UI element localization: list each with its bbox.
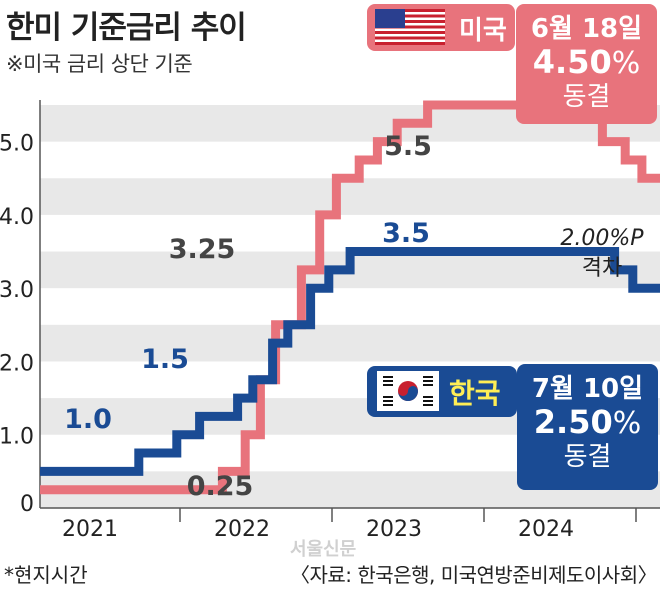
kr-annotation-1.5: 1.5: [141, 344, 189, 375]
us-rate-unit: %: [611, 46, 641, 81]
footnote: *현지시간: [4, 563, 88, 587]
kr-annotation-1.0: 1.0: [64, 404, 112, 435]
rate-gap-label: 격차: [581, 256, 623, 281]
y-tick-label: 3.0: [0, 278, 34, 303]
rate-gap-annotation: 2.00%P 격차: [548, 224, 656, 284]
rate-gap-value: 2.00%P: [560, 226, 644, 251]
y-tick-label: 2.0: [0, 351, 34, 376]
x-tick-label: 2021: [62, 517, 118, 542]
us-annotation-3.25: 3.25: [169, 234, 236, 265]
kr-flag-icon: [377, 371, 439, 411]
us-country-label: 미국: [459, 16, 507, 46]
us-rate-line: [40, 100, 660, 495]
publisher-watermark: 서울신문: [290, 539, 357, 560]
kr-annotation-3.5: 3.5: [382, 218, 430, 249]
us-flag-icon: [375, 9, 445, 45]
us-rate-callout: 6월 18일 4.50% 동결: [516, 4, 657, 124]
page-title: 한미 기준금리 추이: [6, 10, 247, 46]
grid-band: [40, 178, 660, 215]
us-rate-value: 4.50: [532, 43, 612, 81]
kr-rate-status: 동결: [563, 442, 612, 472]
chart-subtitle: ※미국 금리 상단 기준: [6, 52, 193, 76]
us-rate-status: 동결: [562, 82, 611, 112]
kr-rate-callout: 7월 10일 2.50% 동결: [517, 364, 658, 490]
y-tick-label: 0: [20, 492, 34, 517]
kr-legend-label: 한국: [367, 366, 517, 417]
kr-rate-unit: %: [612, 406, 642, 441]
kr-rate-line: [40, 247, 660, 476]
kr-country-label: 한국: [449, 377, 501, 410]
us-legend-label: 미국: [367, 4, 515, 51]
y-tick-label: 1.0: [0, 425, 34, 450]
x-tick-label: 2022: [214, 517, 270, 542]
x-tick-label: 2024: [518, 517, 574, 542]
x-tick-label: 2023: [366, 517, 422, 542]
y-tick-label: 5.0: [0, 132, 34, 157]
us-annotation-5.5: 5.5: [384, 131, 432, 162]
grid-band: [40, 324, 660, 362]
y-tick-label: 4.0: [0, 205, 34, 230]
us-decision-date: 6월 18일: [530, 14, 643, 44]
source-note: 〈자료: 한국은행, 미국연방준비제도이사회〉: [290, 563, 658, 587]
us-annotation-0.25: 0.25: [187, 471, 254, 502]
kr-decision-date: 7월 10일: [531, 374, 644, 404]
kr-rate-value: 2.50: [533, 403, 613, 441]
